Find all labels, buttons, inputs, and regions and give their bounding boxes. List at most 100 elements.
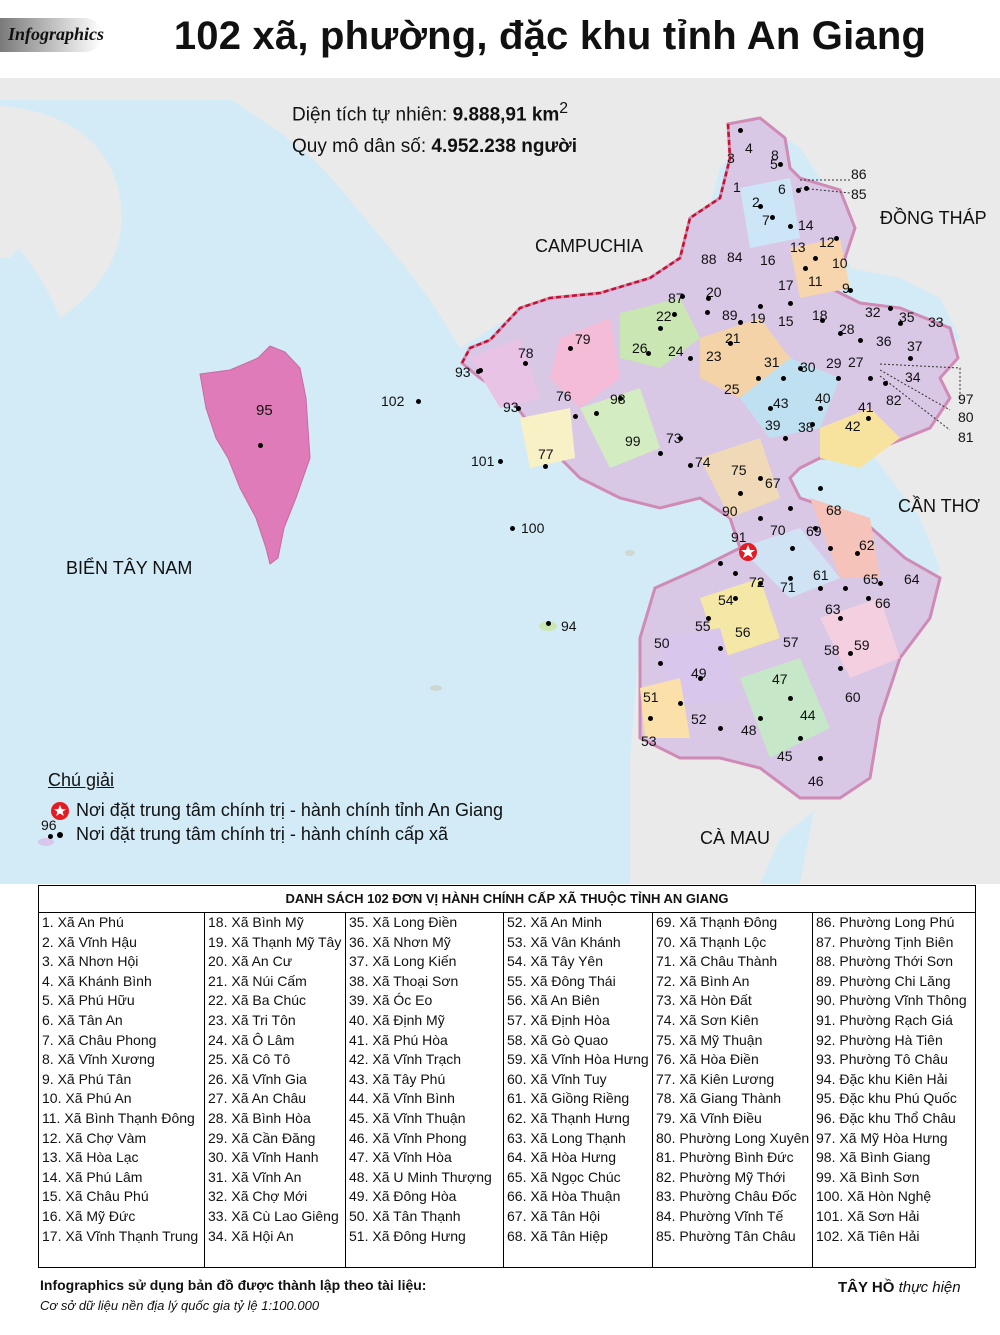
commune-label: 3: [727, 150, 735, 166]
zone-p: [790, 238, 850, 298]
legend-row-dot: Nơi đặt trung tâm chính trị - hành chính…: [48, 823, 448, 847]
table-row: 23. Xã Tri Tôn: [208, 1011, 296, 1028]
commune-dot-icon: [688, 463, 693, 468]
commune-label: 48: [741, 722, 757, 738]
commune-label: 61: [813, 567, 829, 583]
table-row: 44. Xã Vĩnh Bình: [349, 1090, 455, 1107]
commune-dot-icon: [838, 331, 843, 336]
table-row: 30. Xã Vĩnh Hanh: [208, 1149, 319, 1166]
commune-label: 57: [783, 634, 799, 650]
commune-dot-icon: [718, 561, 723, 566]
commune-dot-icon: [796, 188, 801, 193]
commune-dot-icon: [818, 586, 823, 591]
commune-label: 63: [825, 601, 841, 617]
commune-dot-icon: [510, 526, 515, 531]
commune-dot-icon: [618, 396, 623, 401]
zone-o: [740, 178, 800, 248]
commune-dot-icon: [733, 571, 738, 576]
commune-dot-icon: [756, 376, 761, 381]
table-row: 12. Xã Chợ Vàm: [42, 1129, 147, 1146]
commune-label: 101: [471, 453, 495, 469]
commune-dot-icon: [788, 506, 793, 511]
commune-dot-icon: [798, 366, 803, 371]
table-title: DANH SÁCH 102 ĐƠN VỊ HÀNH CHÍNH CẤP XÃ T…: [39, 886, 975, 913]
table-row: 25. Xã Cô Tô: [208, 1051, 291, 1068]
commune-label: 95: [256, 402, 273, 419]
table-row: 11. Xã Bình Thạnh Đông: [42, 1109, 195, 1126]
commune-label: 41: [858, 399, 874, 415]
table-row: 76. Xã Hòa Điền: [656, 1051, 759, 1068]
table-row: 71. Xã Châu Thành: [656, 953, 778, 970]
commune-dot-icon: [48, 834, 53, 839]
zone-b: [700, 318, 790, 398]
table-row: 77. Xã Kiên Lương: [656, 1070, 775, 1087]
area-value: 9.888,91 km: [452, 104, 560, 126]
table-row: 26. Xã Vĩnh Gia: [208, 1070, 307, 1087]
commune-label: 46: [808, 773, 824, 789]
table-row: 53. Xã Vân Khánh: [507, 933, 621, 950]
commune-dot-icon: [858, 338, 863, 343]
commune-label: 43: [773, 395, 789, 411]
region-ca-mau: CÀ MAU: [700, 828, 771, 848]
commune-label: 4: [745, 140, 753, 156]
commune-dot-icon: [718, 726, 723, 731]
commune-label: 87: [668, 290, 684, 306]
table-row: 34. Xã Hội An: [208, 1227, 294, 1244]
commune-label: 73: [666, 430, 682, 446]
commune-dot-icon: [788, 301, 793, 306]
commune-dot-icon: [738, 491, 743, 496]
table-row: 14. Xã Phú Lâm: [42, 1168, 143, 1185]
legend-star-text: Nơi đặt trung tâm chính trị - hành chính…: [76, 800, 504, 820]
commune-dot-icon: [783, 436, 788, 441]
commune-dot-icon: [546, 621, 551, 626]
commune-label: 7: [762, 212, 770, 228]
table-row: 21. Xã Núi Cấm: [208, 972, 307, 989]
commune-label: 25: [724, 381, 740, 397]
commune-dot-icon: [476, 369, 481, 374]
commune-label: 24: [668, 343, 684, 359]
table-row: 43. Xã Tây Phú: [349, 1070, 446, 1087]
commune-dot-icon: [568, 346, 573, 351]
population-stat: Quy mô dân số: 4.952.238 người: [292, 136, 577, 158]
commune-label: 102: [381, 393, 405, 409]
table-row: 74. Xã Sơn Kiên: [656, 1011, 759, 1028]
commune-label: 60: [845, 689, 861, 705]
commune-dot-icon: [758, 204, 763, 209]
commune-label: 23: [706, 348, 722, 364]
table-row: 57. Xã Định Hòa: [507, 1011, 610, 1028]
commune-label: 94: [561, 618, 577, 634]
commune-dot-icon: [818, 756, 823, 761]
infographics-badge: Infographics: [0, 18, 104, 52]
commune-label: 58: [824, 642, 840, 658]
table-row: 55. Xã Đông Thái: [507, 972, 616, 989]
commune-dot-icon: [758, 716, 763, 721]
commune-dot-icon: [788, 576, 793, 581]
commune-label: 10: [832, 255, 848, 271]
commune-dot-icon: [523, 361, 528, 366]
commune-dot-icon: [573, 414, 578, 419]
commune-label: 29: [826, 355, 842, 371]
commune-label: 26: [632, 340, 648, 356]
map: Diện tích tự nhiên: 9.888,91 km2 Quy mô …: [0, 78, 1000, 884]
table-row: 39. Xã Óc Eo: [349, 992, 433, 1009]
table-row: 61. Xã Giồng Riềng: [507, 1090, 630, 1107]
table-row: 50. Xã Tân Thạnh: [349, 1207, 461, 1224]
area-label: Diện tích tự nhiên:: [292, 104, 453, 126]
table-row: 94. Đặc khu Kiên Hải: [816, 1070, 948, 1087]
table-row: 81. Phường Bình Đức: [656, 1149, 794, 1166]
table-row: 7. Xã Châu Phong: [42, 1031, 157, 1048]
table-row: 48. Xã U Minh Thượng: [349, 1168, 492, 1185]
table-columns: 1. Xã An Phú 2. Xã Vĩnh Hậu 3. Xã Nhơn Hội…: [39, 913, 975, 1267]
commune-dot-icon: [770, 215, 775, 220]
table-row: 72. Xã Bình An: [656, 972, 750, 989]
table-row: 49. Xã Đông Hòa: [349, 1188, 457, 1205]
table-row: 17. Xã Vĩnh Thạnh Trung: [42, 1227, 199, 1244]
commune-label: 59: [854, 637, 870, 653]
zone-q: [470, 338, 540, 408]
table-row: 8. Xã Vĩnh Xương: [42, 1051, 155, 1068]
table-row: 59. Xã Vĩnh Hòa Hưng: [507, 1051, 649, 1068]
commune-dot-icon: [868, 376, 873, 381]
table-row: 45. Xã Vĩnh Thuận: [349, 1109, 466, 1126]
table-row: 31. Xã Vĩnh An: [208, 1168, 302, 1185]
table-row: 38. Xã Thoại Sơn: [349, 972, 459, 989]
